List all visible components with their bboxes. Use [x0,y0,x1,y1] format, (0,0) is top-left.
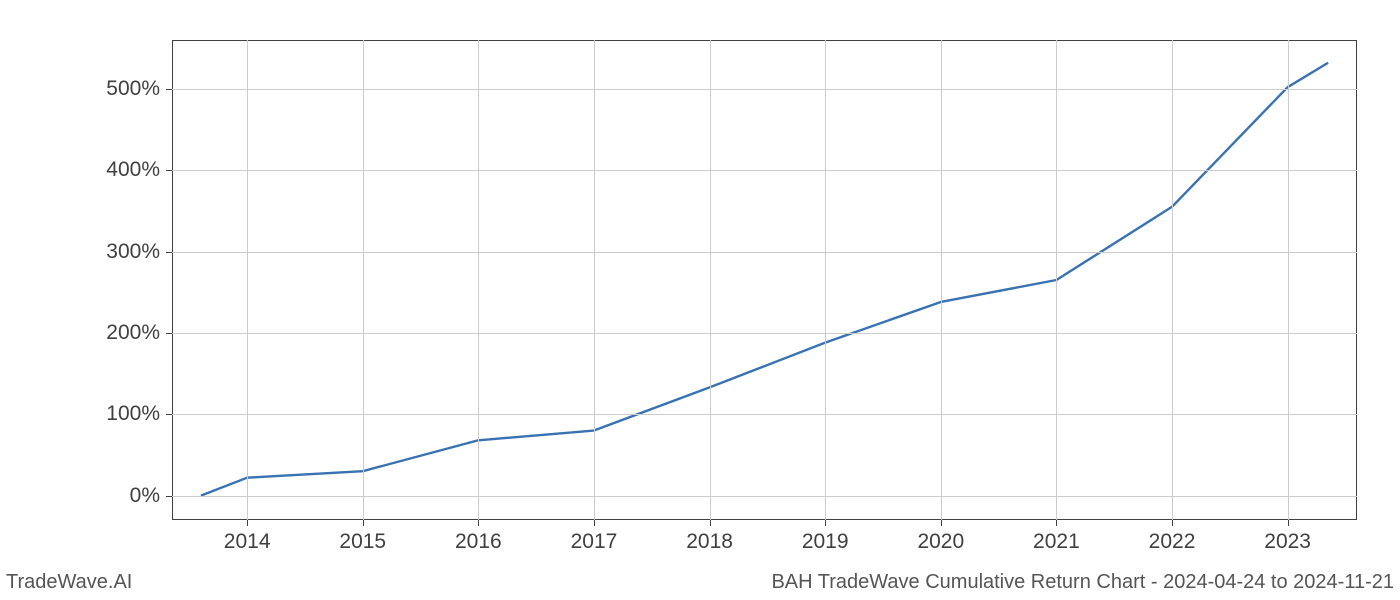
y-tick-label: 0% [130,484,172,508]
footer-right-text: BAH TradeWave Cumulative Return Chart - … [771,571,1394,594]
grid-line-horizontal [172,414,1357,415]
grid-line-vertical [478,40,479,520]
grid-line-vertical [247,40,248,520]
y-tick-label: 400% [106,158,172,182]
y-tick-label: 100% [106,402,172,426]
x-tick-label: 2022 [1149,520,1196,554]
x-tick-label: 2015 [339,520,386,554]
grid-line-horizontal [172,333,1357,334]
chart-container: 0% 100% 200% 300% 400% 500% 2014 2015 2016 2017 20… [0,0,1400,600]
grid-line-vertical [1288,40,1289,520]
grid-line-horizontal [172,496,1357,497]
x-tick-label: 2016 [455,520,502,554]
footer-left-text: TradeWave.AI [6,571,132,594]
x-tick-label: 2014 [224,520,271,554]
line-series [172,40,1357,520]
x-tick-label: 2018 [686,520,733,554]
grid-line-horizontal [172,252,1357,253]
x-tick-label: 2021 [1033,520,1080,554]
x-tick-label: 2020 [917,520,964,554]
grid-line-vertical [594,40,595,520]
grid-line-vertical [710,40,711,520]
x-tick-label: 2023 [1264,520,1311,554]
return-line [201,63,1328,496]
grid-line-vertical [825,40,826,520]
grid-line-horizontal [172,170,1357,171]
grid-line-vertical [363,40,364,520]
grid-line-vertical [1172,40,1173,520]
y-tick-label: 300% [106,240,172,264]
grid-line-vertical [1056,40,1057,520]
x-tick-label: 2017 [571,520,618,554]
x-tick-label: 2019 [802,520,849,554]
grid-line-horizontal [172,89,1357,90]
y-tick-label: 500% [106,77,172,101]
grid-line-vertical [941,40,942,520]
y-tick-label: 200% [106,321,172,345]
plot-area: 0%100%200%300%400%500%201420152016201720… [172,40,1357,520]
